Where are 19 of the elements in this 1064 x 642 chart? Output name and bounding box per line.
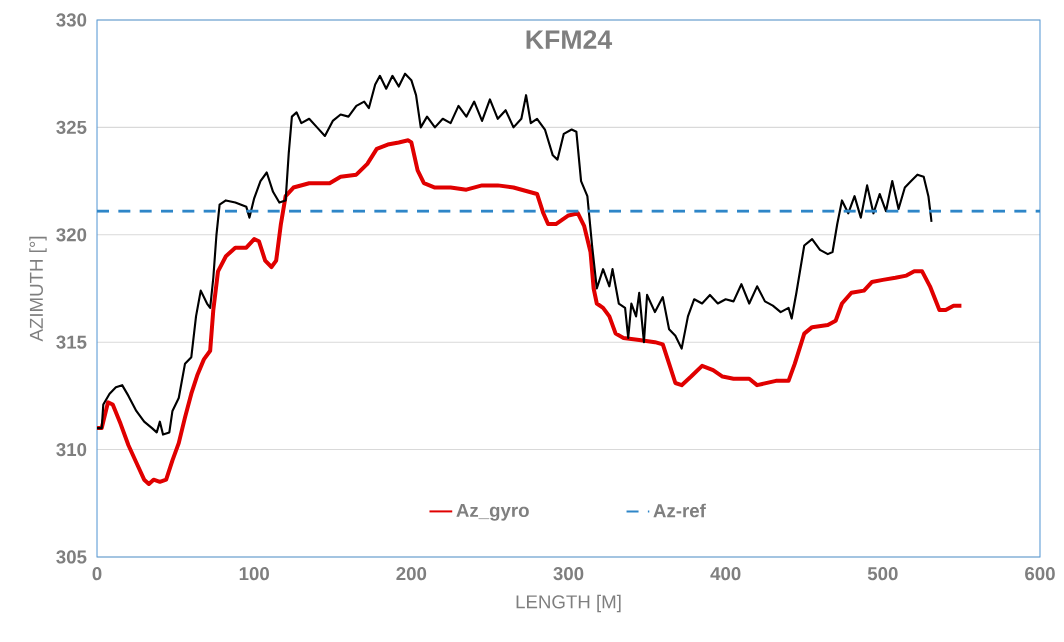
x-tick-label: 100 bbox=[239, 567, 269, 581]
y-tick-label: 320 bbox=[56, 228, 87, 242]
y-tick-label: 315 bbox=[56, 335, 87, 349]
x-tick-label: 500 bbox=[867, 567, 898, 581]
chart-title: KFM24 bbox=[526, 30, 613, 49]
y-tick-label: 310 bbox=[56, 442, 87, 457]
legend-label: Az_gyro bbox=[456, 503, 529, 521]
y-tick-label: 330 bbox=[56, 13, 87, 27]
x-axis-title: LENGTH [M] bbox=[516, 594, 621, 613]
x-tick-label: 200 bbox=[396, 567, 427, 581]
legend-label: Az-ref bbox=[653, 503, 706, 518]
y-tick-label: 305 bbox=[56, 550, 87, 564]
y-tick-label: 325 bbox=[56, 120, 87, 135]
x-tick-label: 600 bbox=[1025, 567, 1055, 581]
y-axis-title: AZIMUTH [°] bbox=[29, 236, 47, 342]
line-series bbox=[97, 72, 933, 436]
x-tick-label: 0 bbox=[92, 567, 102, 581]
x-tick-label: 300 bbox=[553, 567, 584, 581]
x-tick-label: 400 bbox=[710, 567, 741, 581]
